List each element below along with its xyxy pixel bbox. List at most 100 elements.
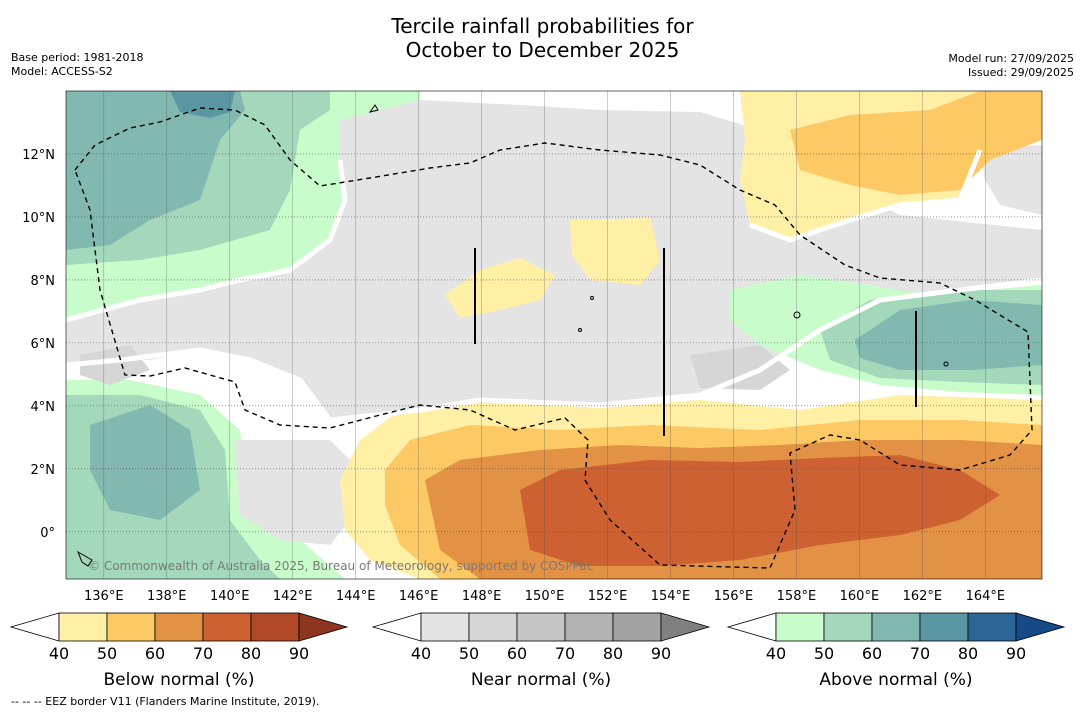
colorbar-tick-label: 40 xyxy=(49,644,69,663)
colorbar-segment xyxy=(516,612,566,642)
near-normal-region-east xyxy=(980,145,1042,215)
longitude-label: 156°E xyxy=(714,589,754,604)
colorbar-tick-label: 70 xyxy=(555,644,575,663)
probability-field xyxy=(66,91,1042,579)
near-normal-region-south xyxy=(235,440,360,545)
eez-border-palau-fsm-west xyxy=(74,107,1033,569)
colorbar-tick-label: 40 xyxy=(766,644,786,663)
below-normal-patch-central xyxy=(445,258,555,318)
model-info: Base period: 1981-2018 Model: ACCESS-S2 xyxy=(11,51,143,79)
model-run: Model run: 27/09/2025 xyxy=(948,52,1074,65)
colorbar-title: Above normal (%) xyxy=(819,670,972,690)
below-normal-region-northeast-mid xyxy=(790,91,1042,195)
longitude-label: 150°E xyxy=(525,589,565,604)
latitude-label: 4°N xyxy=(31,400,56,415)
colorbar-tick-label: 80 xyxy=(603,644,623,663)
longitude-label: 160°E xyxy=(840,589,880,604)
graticule xyxy=(66,91,1042,579)
colorbar: 40 50 60 70 80 90 Near normal (%) xyxy=(371,612,711,690)
longitude-label: 148°E xyxy=(462,589,502,604)
latitude-label: 2°N xyxy=(31,463,56,478)
title-line-1: Tercile rainfall probabilities for xyxy=(391,14,694,38)
colorbar-segment xyxy=(775,612,825,642)
colorbar-segment xyxy=(154,612,204,642)
latitude-label: 6°N xyxy=(31,337,56,352)
colorbars: 40 50 60 70 80 90 Below normal (%) 40 50 60 70 80 90… xyxy=(9,612,1066,690)
colorbar-tick-label: 60 xyxy=(862,644,882,663)
longitude-labels: 136°E 138°E 140°E 142°E 144°E 146°E 148°E 150°E… xyxy=(84,589,1005,604)
colorbar-title: Near normal (%) xyxy=(471,670,611,690)
colorbar: 40 50 60 70 80 90 Below normal (%) xyxy=(9,612,349,690)
tercile-boundaries xyxy=(66,149,1042,423)
colorbar-segment xyxy=(967,612,1017,642)
issued-date: Issued: 29/09/2025 xyxy=(967,66,1074,79)
run-info: Model run: 27/09/2025 Issued: 29/09/2025 xyxy=(948,52,1074,80)
longitude-label: 162°E xyxy=(903,589,943,604)
colorbar-tick-label: 90 xyxy=(651,644,671,663)
colorbar-segment xyxy=(564,612,614,642)
colorbar-extend-high xyxy=(298,612,349,642)
copyright-notice: © Commonwealth of Australia 2025, Bureau… xyxy=(88,559,593,573)
longitude-label: 158°E xyxy=(777,589,817,604)
colorbar-tick-label: 50 xyxy=(814,644,834,663)
island xyxy=(77,550,93,567)
colorbar-segment xyxy=(468,612,518,642)
colorbar-tick-label: 90 xyxy=(1006,644,1026,663)
colorbar-tick-label: 60 xyxy=(145,644,165,663)
above-normal-region-southwest-high xyxy=(90,405,200,520)
above-normal-region-east-high xyxy=(855,300,1042,370)
colorbar-segment xyxy=(202,612,252,642)
colorbar-segment xyxy=(58,612,108,642)
colorbar-segment xyxy=(250,612,300,642)
above-normal-region-west-high xyxy=(66,91,245,250)
longitude-label: 154°E xyxy=(651,589,691,604)
above-normal-region-west-core xyxy=(170,91,235,118)
base-period: Base period: 1981-2018 xyxy=(11,51,144,64)
colorbar-segment xyxy=(420,612,470,642)
colorbar-extend-low xyxy=(726,612,777,642)
colorbar-tick-label: 70 xyxy=(910,644,930,663)
islands xyxy=(77,104,949,567)
near-normal-patch-1 xyxy=(690,345,790,390)
colorbar-segment xyxy=(106,612,156,642)
longitude-label: 152°E xyxy=(588,589,628,604)
colorbar-extend-high xyxy=(660,612,711,642)
latitude-label: 0° xyxy=(40,526,55,541)
colorbar-tick-label: 80 xyxy=(958,644,978,663)
island xyxy=(793,311,801,319)
colorbar-tick-label: 40 xyxy=(411,644,431,663)
map-frame xyxy=(65,90,1043,580)
island xyxy=(590,296,594,300)
colorbar-tick-label: 90 xyxy=(289,644,309,663)
colorbar-segment xyxy=(612,612,662,642)
below-normal-region-south-core xyxy=(520,455,1000,566)
latitude-label: 10°N xyxy=(22,211,55,226)
colorbar: 40 50 60 70 80 90 Above normal (%) xyxy=(726,612,1066,690)
longitude-label: 164°E xyxy=(966,589,1006,604)
colorbar-title: Below normal (%) xyxy=(104,670,255,690)
colorbar-extend-high xyxy=(1015,612,1066,642)
eez-footnote: -- -- -- EEZ border V11 (Flanders Marine… xyxy=(11,695,320,708)
longitude-label: 142°E xyxy=(273,589,313,604)
map-title: Tercile rainfall probabilities for Octob… xyxy=(0,14,1085,62)
below-normal-patch-north xyxy=(570,218,660,285)
longitude-label: 144°E xyxy=(336,589,376,604)
latitude-label: 8°N xyxy=(31,274,56,289)
colorbar-segment xyxy=(919,612,969,642)
longitude-label: 146°E xyxy=(399,589,439,604)
colorbar-extend-low xyxy=(371,612,422,642)
colorbar-extend-low xyxy=(9,612,60,642)
island xyxy=(578,328,582,332)
latitude-label: 12°N xyxy=(22,148,55,163)
island xyxy=(368,104,379,113)
longitude-label: 140°E xyxy=(210,589,250,604)
longitude-label: 136°E xyxy=(84,589,124,604)
model-name: Model: ACCESS-S2 xyxy=(11,65,113,78)
colorbar-tick-label: 80 xyxy=(241,644,261,663)
colorbar-tick-label: 50 xyxy=(459,644,479,663)
colorbar-segment xyxy=(823,612,873,642)
subregion-lines xyxy=(474,248,917,436)
island xyxy=(943,361,949,367)
colorbar-segment xyxy=(871,612,921,642)
